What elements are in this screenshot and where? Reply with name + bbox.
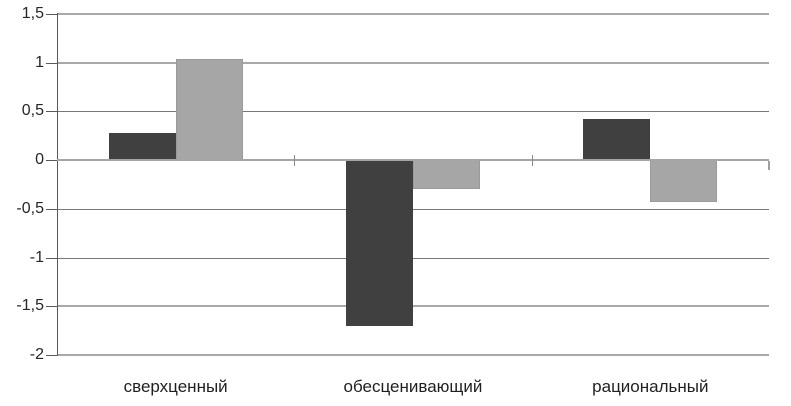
- category-axis-tick: [531, 155, 533, 167]
- y-axis-tick: [46, 355, 57, 356]
- y-axis-tick-label: -2: [29, 346, 44, 363]
- bar-series-1-dark-сверхценный: [108, 132, 176, 161]
- bar-series-2-light-обесценивающий: [413, 160, 480, 190]
- y-axis-tick-label: 1,5: [21, 5, 44, 22]
- category-label-1: сверхценный: [123, 377, 228, 396]
- y-axis-tick-label: 1: [35, 53, 44, 71]
- bar-series-2-light-сверхценный: [175, 58, 243, 161]
- y-axis-tick: [46, 111, 57, 113]
- y-axis-tick-label: -1: [29, 248, 44, 266]
- bar-series-1-dark-рациональный: [583, 119, 651, 161]
- y-axis-tick-label: -1,5: [16, 297, 44, 315]
- y-axis-tick: [46, 257, 57, 259]
- y-axis-tick: [46, 62, 57, 64]
- bar-series-2-light-рациональный: [650, 160, 718, 203]
- category-axis-end-tick: [768, 161, 770, 171]
- y-axis-tick-label: 0: [35, 151, 44, 169]
- category-axis-line: [57, 159, 769, 162]
- gridline-y--1: [57, 257, 769, 259]
- gridline-y-1: [57, 61, 769, 64]
- category-axis-tick: [294, 155, 296, 167]
- y-axis-tick: [46, 306, 57, 308]
- category-label-3: рациональный: [592, 377, 709, 396]
- gridline-y--0,5: [57, 208, 769, 210]
- bar-series-1-dark-обесценивающий: [346, 160, 413, 326]
- y-axis-tick: [46, 208, 57, 210]
- y-axis-tick-label: 0,5: [21, 102, 44, 120]
- y-axis-line: [57, 13, 58, 356]
- gridline-y-1,5: [57, 13, 769, 15]
- y-axis-tick-label: -0,5: [16, 199, 44, 217]
- y-axis-tick: [46, 160, 57, 162]
- gridline-y--2: [57, 354, 769, 356]
- y-axis-tick: [46, 14, 57, 15]
- gridline-y-0,5: [57, 111, 769, 113]
- category-label-2: обесценивающий: [343, 377, 483, 396]
- gridline-y--1,5: [57, 305, 769, 308]
